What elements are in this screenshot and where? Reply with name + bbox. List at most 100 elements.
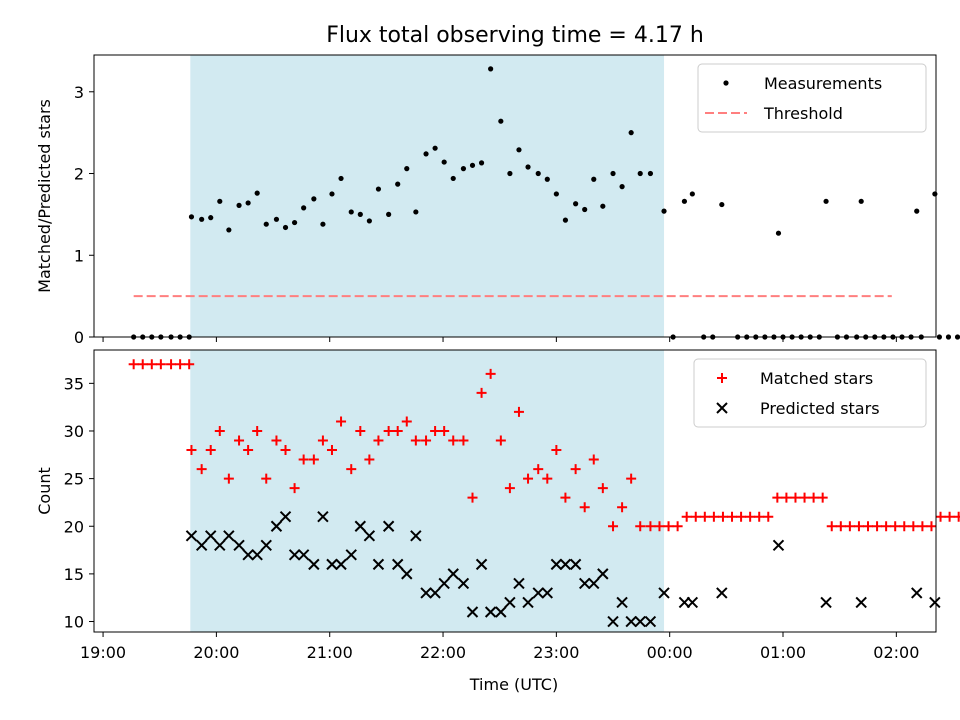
predicted-star-point xyxy=(195,539,208,552)
predicted-star-point xyxy=(541,587,554,599)
measurement-point xyxy=(450,175,456,182)
matched-star-point xyxy=(579,502,590,513)
predicted-star-point xyxy=(772,539,785,552)
matched-star-point xyxy=(495,435,506,446)
predicted-star-point xyxy=(233,539,245,552)
matched-star-point xyxy=(137,359,148,370)
y-tick-label: 25 xyxy=(64,470,84,489)
matched-star-point xyxy=(280,445,291,456)
matched-star-point xyxy=(467,492,478,503)
legend-measurement-marker xyxy=(723,80,729,86)
predicted-star-point xyxy=(447,568,459,580)
matched-star-point xyxy=(184,359,195,370)
predicted-star-point xyxy=(297,549,310,561)
matched-star-point xyxy=(166,359,177,370)
y-tick-label: 15 xyxy=(64,565,84,584)
legend-label: Predicted stars xyxy=(760,399,880,418)
matched-star-point xyxy=(935,511,946,522)
predicted-star-point xyxy=(616,596,628,609)
measurement-point xyxy=(478,160,485,166)
matched-star-point xyxy=(271,435,282,446)
x-axis-label: Time (UTC) xyxy=(469,675,558,694)
measurement-point xyxy=(329,191,335,197)
matched-star-point xyxy=(890,521,901,532)
measurement-point xyxy=(245,200,251,206)
predicted-star-point xyxy=(279,511,292,523)
matched-star-point xyxy=(252,425,263,436)
matched-star-point xyxy=(383,425,394,436)
predicted-star-point xyxy=(559,558,572,571)
measurement-point xyxy=(301,205,307,211)
matched-star-point xyxy=(289,483,300,494)
measurement-point xyxy=(441,159,447,165)
measurement-point xyxy=(404,166,410,172)
matched-star-point xyxy=(944,511,955,522)
measurement-point xyxy=(610,170,616,177)
matched-star-point xyxy=(355,425,366,436)
measurement-point xyxy=(236,202,242,208)
matched-star-point xyxy=(146,359,157,370)
matched-star-point xyxy=(672,521,683,532)
predicted-star-point xyxy=(504,596,516,609)
measurement-point xyxy=(914,208,920,214)
predicted-star-point xyxy=(634,615,646,628)
measurement-point xyxy=(413,209,419,215)
predicted-star-point xyxy=(644,615,657,628)
predicted-star-point xyxy=(251,549,263,561)
predicted-star-point xyxy=(513,577,525,590)
predicted-star-point xyxy=(607,615,619,628)
matched-star-point xyxy=(717,511,728,522)
matched-star-point xyxy=(458,435,469,446)
matched-star-point xyxy=(308,454,319,465)
matched-star-point xyxy=(513,406,524,417)
predicted-star-point xyxy=(429,587,441,599)
matched-star-point xyxy=(781,492,792,503)
predicted-star-point xyxy=(532,587,544,599)
matched-star-point xyxy=(448,435,459,446)
predicted-star-point xyxy=(588,577,600,590)
matched-star-point xyxy=(626,473,637,484)
y-tick-label: 35 xyxy=(64,374,84,393)
predicted-star-point xyxy=(363,530,376,542)
panel-ratio: 0 1 2 3 Matched/Predicted stars Measurements T… xyxy=(35,54,960,347)
figure-title: Flux total observing time = 4.17 h xyxy=(326,23,704,48)
matched-star-point xyxy=(835,521,846,532)
measurement-point xyxy=(936,334,942,340)
matched-star-point xyxy=(155,359,166,370)
matched-star-point xyxy=(439,425,450,436)
matched-star-point xyxy=(336,416,347,427)
legend-predicted-marker xyxy=(716,402,728,414)
matched-star-point xyxy=(853,521,864,532)
measurement-point xyxy=(348,209,354,215)
matched-star-point xyxy=(326,445,337,456)
matched-star-point xyxy=(401,416,412,427)
matched-star-point xyxy=(826,521,837,532)
x-tick-label: 22:00 xyxy=(420,643,466,662)
matched-star-point xyxy=(881,521,892,532)
predicted-star-point xyxy=(597,568,609,580)
y-axis-label: Count xyxy=(35,467,54,515)
measurement-point xyxy=(775,230,782,236)
matched-star-point xyxy=(681,511,692,522)
matched-star-point xyxy=(485,368,496,379)
matched-star-point xyxy=(128,359,139,370)
predicted-star-point xyxy=(569,558,582,571)
measurement-point xyxy=(226,227,232,233)
predicted-star-point xyxy=(335,558,347,571)
matched-star-point xyxy=(205,445,216,456)
predicted-star-point xyxy=(382,520,395,532)
matched-star-point xyxy=(261,473,272,484)
measurement-point xyxy=(498,118,504,124)
measurement-point xyxy=(311,196,317,202)
matched-star-point xyxy=(654,521,665,532)
measurement-point xyxy=(395,181,401,187)
matched-star-point xyxy=(899,521,910,532)
shaded-observing-window xyxy=(190,55,665,337)
y-tick-label: 10 xyxy=(64,613,84,632)
legend: Matched stars Predicted stars xyxy=(693,358,927,428)
measurement-point xyxy=(460,166,467,172)
predicted-star-point xyxy=(223,530,235,542)
matched-star-point xyxy=(608,521,619,532)
measurement-point xyxy=(858,198,864,204)
measurement-point xyxy=(823,198,829,204)
